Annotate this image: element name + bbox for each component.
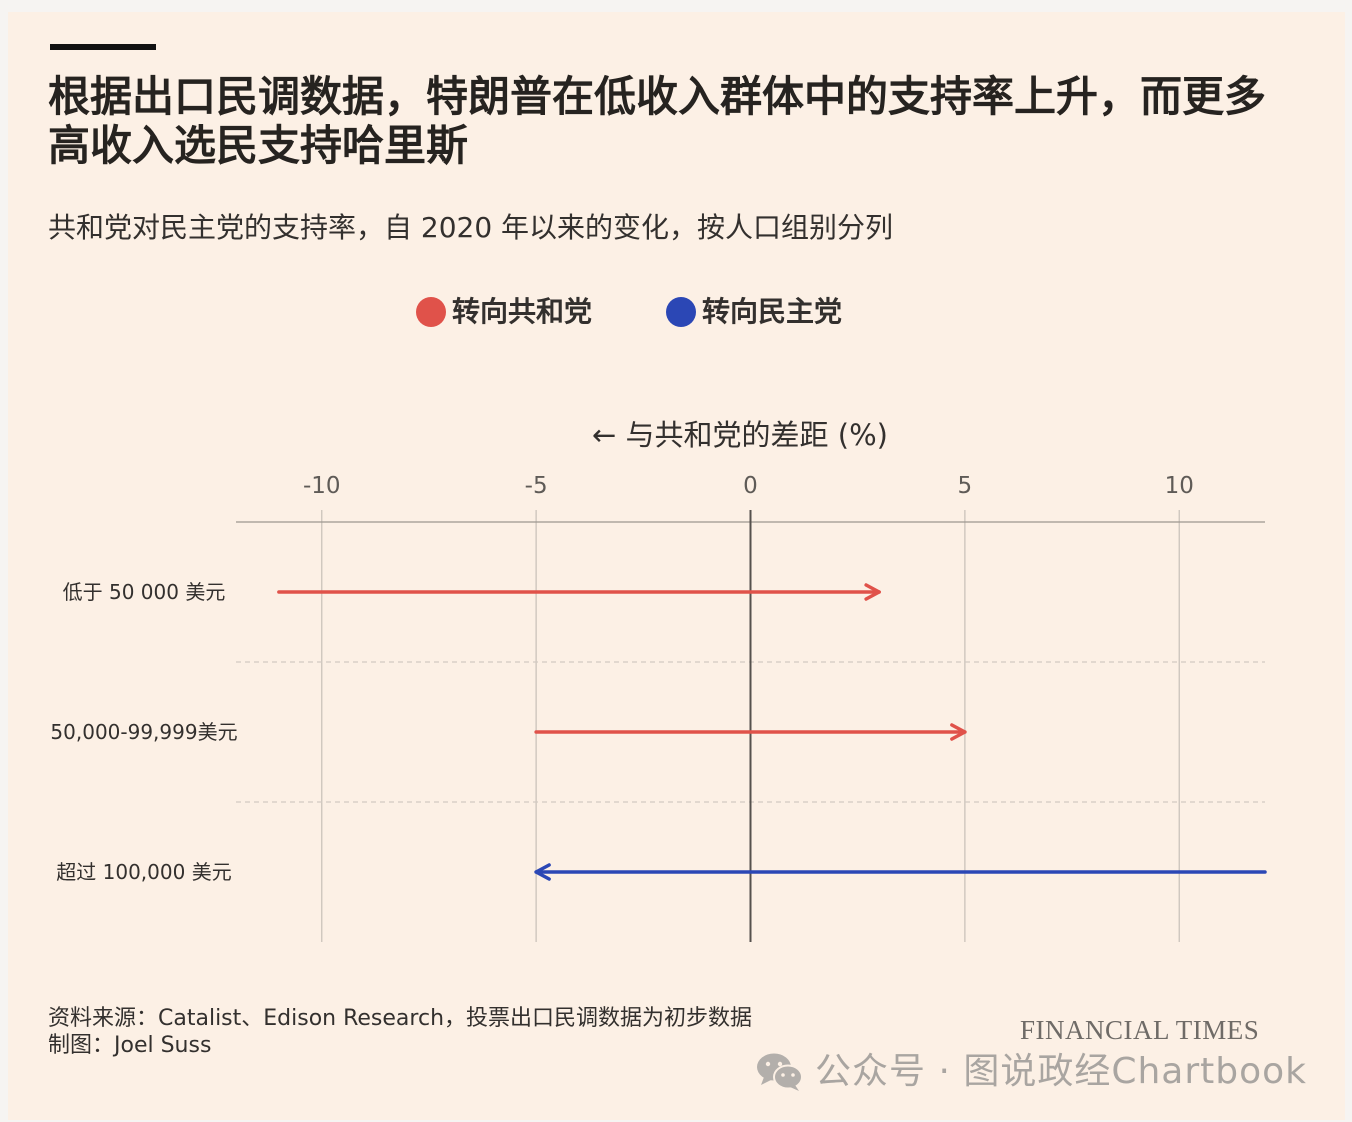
row-label: 50,000-99,999美元: [50, 720, 237, 744]
row-label: 低于 50 000 美元: [63, 580, 226, 604]
arrow-mark: [277, 583, 881, 601]
arrow-head: [950, 723, 967, 741]
header-rule: [50, 44, 156, 50]
watermark-text: 公众号 · 图说政经Chartbook: [815, 1051, 1308, 1092]
arrow-head: [864, 583, 881, 601]
chart-card: [8, 12, 1345, 1120]
chart-footer: 资料来源：Catalist、Edison Research，投票出口民调数据为初…: [48, 1005, 752, 1059]
chart-subtitle: 共和党对民主党的支持率，自 2020 年以来的变化，按人口组别分列: [48, 211, 894, 244]
legend-label-shift-democrat: 转向民主党: [702, 295, 843, 328]
row-label: 超过 100,000 美元: [56, 860, 231, 884]
chart-title: 根据出口民调数据，特朗普在低收入群体中的支持率上升，而更多高收入选民支持哈里斯: [48, 72, 1267, 170]
legend-marker-red-circle: [416, 297, 446, 327]
source-note: 资料来源：Catalist、Edison Research，投票出口民调数据为初…: [48, 1006, 753, 1031]
legend-item-shift-republican: 转向共和党: [416, 296, 592, 328]
arrow-mark: [534, 863, 1267, 881]
wechat-icon: [757, 1053, 803, 1091]
legend-label-shift-republican: 转向共和党: [452, 295, 593, 328]
x-axis-title: ← 与共和党的差距 (%): [592, 418, 888, 452]
graphic-credit: 制图：Joel Suss: [48, 1033, 212, 1058]
legend-marker-blue-circle: [666, 297, 696, 327]
x-tick-label: 0: [743, 473, 758, 499]
x-tick-label: -10: [303, 473, 341, 499]
legend-item-shift-democrat: 转向民主党: [666, 296, 842, 328]
brand-wordmark: FINANCIAL TIMES: [1020, 1015, 1260, 1045]
x-tick-label: 5: [958, 473, 973, 499]
arrow-mark: [534, 723, 967, 741]
x-tick-label: -5: [525, 473, 548, 499]
gridlines: [321, 510, 1180, 942]
x-tick-label: 10: [1165, 473, 1194, 499]
arrow-head: [534, 863, 551, 881]
